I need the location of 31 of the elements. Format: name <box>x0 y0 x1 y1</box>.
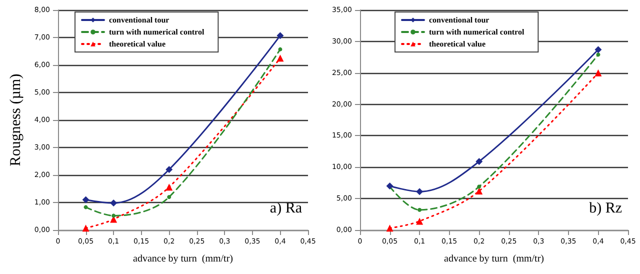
x-axis-title: advance by turn (mm/tr) <box>444 254 544 264</box>
point <box>594 69 602 76</box>
point <box>416 218 424 225</box>
point <box>166 166 173 173</box>
legend-label: theoretical value <box>109 40 166 48</box>
legend-label: conventional tour <box>429 16 490 24</box>
point <box>278 47 282 52</box>
point <box>276 54 284 62</box>
point <box>166 184 173 191</box>
point <box>82 196 90 204</box>
point <box>112 214 116 218</box>
point <box>476 188 483 195</box>
point <box>476 158 483 165</box>
legend-label: turn with numerical control <box>429 28 525 36</box>
x-axis-title: advance by turn (mm/tr) <box>133 254 233 264</box>
point <box>276 32 284 40</box>
legend-label: conventional tour <box>109 16 170 24</box>
point <box>418 208 422 212</box>
point <box>596 52 600 57</box>
point <box>167 195 172 199</box>
point <box>84 205 88 210</box>
point <box>386 224 394 232</box>
point <box>477 184 482 189</box>
annotation: b) Rz <box>589 200 622 216</box>
legend-label: theoretical value <box>429 40 486 48</box>
point <box>110 200 118 207</box>
legend-label: turn with numerical control <box>109 28 205 36</box>
point <box>594 46 602 54</box>
point <box>416 188 424 196</box>
point <box>82 224 90 232</box>
y-axis-title: Rougness (µm) <box>8 74 24 166</box>
